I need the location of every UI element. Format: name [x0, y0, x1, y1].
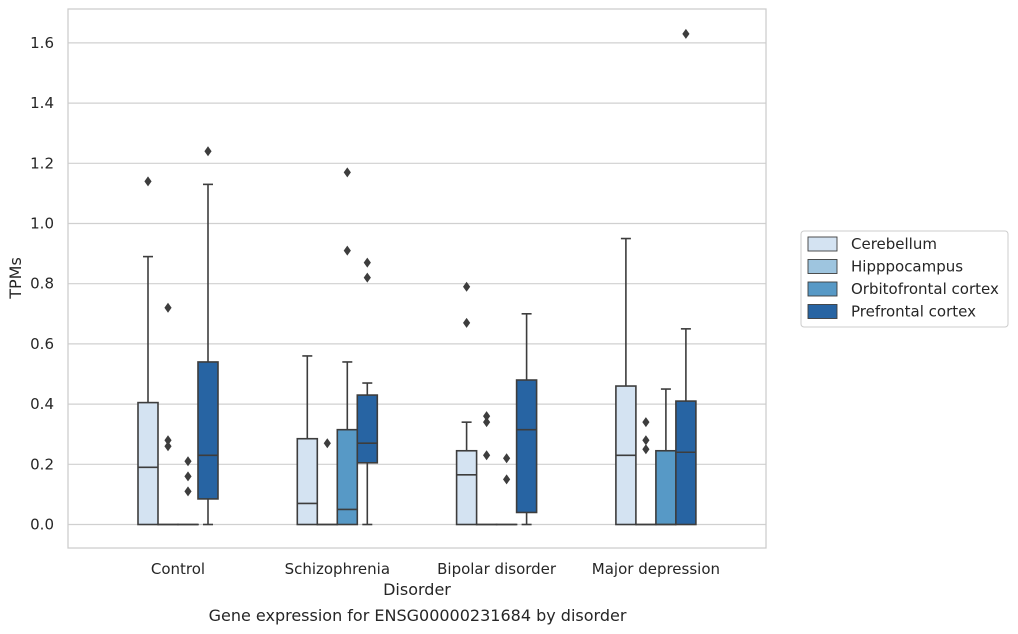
legend-swatch [807, 236, 838, 252]
box-prefrontal-cortex [515, 312, 538, 526]
legend: Cerebellum Hipppocampus Orbitofrontal cort… [800, 230, 1009, 328]
outlier-point [682, 28, 690, 39]
outlier-point [483, 417, 491, 428]
y-tick-label: 0.8 [30, 275, 54, 293]
box-body [197, 361, 219, 500]
box-body [515, 379, 538, 514]
box-hipppocampus [635, 417, 657, 526]
outlier-point [164, 441, 172, 452]
outlier-point [343, 167, 351, 178]
legend-label: Cerebellum [851, 235, 937, 253]
x-tick-labels: Control Schizophrenia Bipolar disorder Majo… [151, 560, 720, 578]
box-orbitofrontal-cortex [177, 456, 199, 526]
box-prefrontal-cortex [356, 257, 379, 526]
outlier-point [144, 176, 152, 187]
box-orbitofrontal-cortex [336, 167, 359, 526]
box-body [655, 449, 677, 526]
figure-caption: Gene expression for ENSG00000231684 by d… [208, 606, 627, 625]
box-prefrontal-cortex [197, 146, 219, 526]
box-cerebellum [296, 355, 319, 526]
y-tick-label: 1.4 [30, 94, 54, 112]
box-body [356, 394, 379, 464]
outlier-point [204, 146, 212, 157]
grid-lines [68, 42, 766, 526]
outlier-point [164, 435, 172, 446]
y-tick-label: 0.2 [30, 455, 54, 473]
y-tick-label: 0.0 [30, 516, 54, 534]
y-tick-label: 0.6 [30, 335, 54, 353]
outlier-point [184, 456, 192, 467]
outlier-point [463, 317, 471, 328]
y-axis-label: TPMs [6, 257, 25, 300]
box-body [296, 437, 319, 526]
y-tick-label: 1.6 [30, 34, 54, 52]
outlier-point [184, 471, 192, 482]
box-orbitofrontal-cortex [655, 388, 677, 526]
outlier-point [642, 435, 650, 446]
box-cerebellum [137, 176, 159, 526]
outlier-point [463, 281, 471, 292]
outlier-point [503, 453, 511, 464]
box-body [336, 428, 359, 526]
legend-swatch [807, 281, 838, 297]
box-cerebellum [455, 281, 478, 526]
box-body [137, 401, 159, 526]
x-axis-label: Disorder [383, 580, 451, 599]
box-body [675, 400, 697, 526]
box-hipppocampus [475, 411, 498, 526]
box-hipppocampus [157, 302, 179, 526]
legend-label: Orbitofrontal cortex [851, 280, 999, 298]
outlier-point [642, 444, 650, 455]
x-tick-label: Bipolar disorder [437, 560, 557, 578]
box-orbitofrontal-cortex [495, 453, 518, 526]
outlier-point [363, 272, 371, 283]
x-tick-label: Schizophrenia [285, 560, 390, 578]
box-cerebellum [615, 237, 637, 526]
outlier-point [503, 474, 511, 485]
outlier-point [164, 302, 172, 313]
outlier-point [483, 450, 491, 461]
box-hipppocampus [316, 438, 339, 526]
y-tick-label: 0.4 [30, 395, 54, 413]
box-plots [137, 28, 697, 526]
outlier-point [363, 257, 371, 268]
y-tick-labels: 0.0 0.2 0.4 0.6 0.8 1.0 1.2 1.4 1.6 [30, 34, 54, 534]
plot-frame [67, 8, 767, 549]
legend-swatch [807, 304, 838, 319]
outlier-point [343, 245, 351, 256]
outlier-point [483, 411, 491, 422]
legend-label: Hipppocampus [851, 258, 963, 276]
legend-label: Prefrontal cortex [851, 303, 976, 321]
y-tick-label: 1.0 [30, 215, 54, 233]
y-tick-label: 1.2 [30, 154, 54, 172]
box-body [455, 449, 478, 526]
legend-frame [800, 230, 1009, 328]
outlier-point [642, 417, 650, 428]
x-tick-label: Control [151, 560, 205, 578]
legend-swatch [807, 259, 838, 274]
outlier-point [184, 486, 192, 497]
x-tick-label: Major depression [592, 560, 720, 578]
outlier-point [323, 438, 331, 449]
box-prefrontal-cortex [675, 28, 697, 526]
